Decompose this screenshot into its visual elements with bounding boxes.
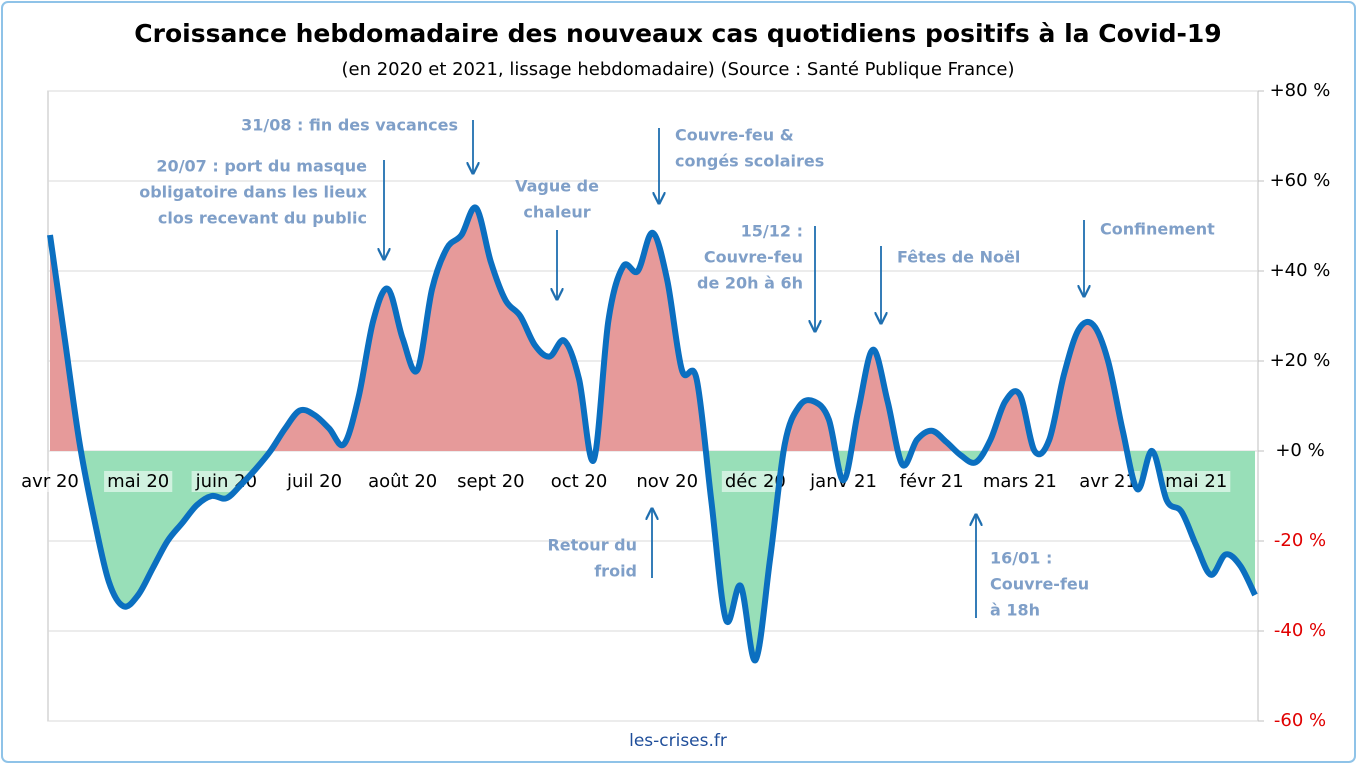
- annotation: Couvre-feu &: [675, 126, 794, 145]
- annotation: à 18h: [990, 601, 1040, 620]
- chart-subtitle: (en 2020 et 2021, lissage hebdomadaire) …: [341, 59, 1014, 80]
- annotation: clos recevant du public: [158, 209, 367, 228]
- x-tick-bg: [104, 471, 173, 492]
- y-tick-label: -60 %: [1274, 710, 1326, 731]
- y-tick-label: +80 %: [1270, 80, 1331, 101]
- x-tick-label: août 20: [368, 471, 437, 492]
- x-tick-label: avr 21: [1079, 471, 1137, 492]
- y-tick-label: +40 %: [1270, 260, 1331, 281]
- y-tick-label: +60 %: [1270, 170, 1331, 191]
- x-tick-bg: [896, 471, 967, 492]
- annotation: de 20h à 6h: [697, 274, 803, 293]
- x-tick-label: juil 20: [286, 471, 342, 492]
- x-tick-bg: [365, 471, 441, 492]
- x-tick-label: oct 20: [551, 471, 608, 492]
- annotation: Fêtes de Noël: [897, 248, 1020, 267]
- x-tick-label: févr 21: [900, 471, 964, 492]
- annotation: Retour du: [547, 536, 637, 555]
- annotation: froid: [594, 562, 637, 581]
- annotation: 20/07 : port du masque: [156, 157, 367, 176]
- annotation: Confinement: [1100, 220, 1215, 239]
- annotation: 31/08 : fin des vacances: [241, 116, 458, 135]
- x-tick-label: mai 20: [107, 471, 169, 492]
- x-tick-bg: [454, 471, 528, 492]
- x-tick-bg: [547, 471, 611, 492]
- annotation: 15/12 :: [741, 222, 803, 241]
- annotation: Vague de: [515, 177, 599, 196]
- x-tick-bg: [282, 471, 346, 492]
- x-tick-label: mars 21: [983, 471, 1057, 492]
- annotation: obligatoire dans les lieux: [139, 183, 367, 202]
- y-tick-label: +0 %: [1275, 440, 1324, 461]
- y-tick-label: +20 %: [1270, 350, 1331, 371]
- x-tick-label: déc 20: [725, 471, 786, 492]
- source: les-crises.fr: [629, 731, 727, 751]
- x-tick-bg: [1162, 471, 1231, 492]
- annotation: chaleur: [523, 203, 590, 222]
- x-tick-label: nov 20: [636, 471, 698, 492]
- x-tick-bg: [721, 471, 789, 492]
- x-tick-label: mai 21: [1165, 471, 1227, 492]
- x-tick-label: sept 20: [457, 471, 525, 492]
- y-tick-label: -20 %: [1274, 530, 1326, 551]
- chart-title: Croissance hebdomadaire des nouveaux cas…: [134, 19, 1221, 48]
- annotation: Couvre-feu: [704, 248, 803, 267]
- x-tick-bg: [18, 471, 82, 492]
- annotation: Couvre-feu: [990, 575, 1089, 594]
- x-tick-bg: [1076, 471, 1140, 492]
- annotation: congés scolaires: [675, 152, 824, 171]
- line: [47, 204, 1258, 664]
- y-tick-label: -40 %: [1274, 620, 1326, 641]
- x-tick-bg: [979, 471, 1060, 492]
- area-positive: [50, 207, 1255, 451]
- annotation: 16/01 :: [990, 549, 1052, 568]
- x-tick-label: avr 20: [21, 471, 79, 492]
- x-tick-bg: [633, 471, 702, 492]
